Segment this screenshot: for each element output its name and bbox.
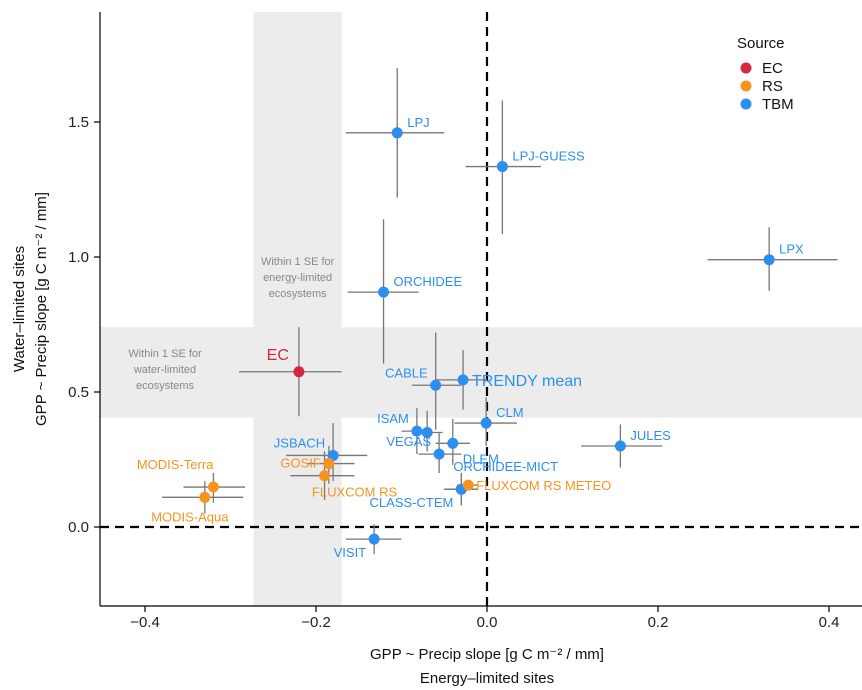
data-point bbox=[199, 491, 211, 503]
point-label: VEGAS bbox=[386, 434, 431, 449]
x-tick-label: 0.0 bbox=[477, 614, 498, 631]
data-point bbox=[293, 366, 305, 378]
data-point bbox=[457, 374, 469, 386]
point-label: FLUXCOM RS bbox=[312, 485, 398, 500]
point-label: LPJ bbox=[407, 115, 429, 130]
data-point bbox=[327, 449, 339, 461]
shade-label-energy: ecosystems bbox=[269, 288, 328, 300]
point-label: JULES bbox=[630, 428, 671, 443]
legend-label-tbm: TBM bbox=[762, 96, 794, 113]
data-point bbox=[378, 286, 390, 298]
legend-title: Source bbox=[737, 35, 785, 52]
shade-label-water: Within 1 SE for bbox=[128, 348, 202, 360]
point-label: CLASS-CTEM bbox=[370, 495, 454, 510]
axes: −0.4 −0.2 0.0 0.2 0.4 0.0 0.5 1.0 1.5 GPP ~ Preci… bbox=[11, 12, 862, 687]
point-label: EC bbox=[267, 347, 289, 364]
point-label: ISAM bbox=[377, 411, 409, 426]
data-point bbox=[323, 458, 335, 470]
point-label: TRENDY mean bbox=[472, 373, 582, 390]
x-tick-label: 0.4 bbox=[819, 614, 840, 631]
data-point bbox=[391, 127, 403, 139]
point-label: ORCHIDEE-MICT bbox=[453, 459, 558, 474]
data-point bbox=[763, 254, 775, 266]
shade-band-x bbox=[253, 12, 342, 606]
point-label: CABLE bbox=[385, 365, 428, 380]
y-tick-label: 0.5 bbox=[68, 384, 89, 401]
shade-label-energy: Within 1 SE for bbox=[261, 256, 335, 268]
y-tick-label: 1.5 bbox=[68, 114, 89, 131]
point-label: FLUXCOM RS METEO bbox=[476, 478, 611, 493]
point-label: CLM bbox=[496, 405, 523, 420]
data-point bbox=[411, 425, 423, 437]
point-label: LPJ-GUESS bbox=[512, 149, 585, 164]
reference-lines bbox=[100, 12, 862, 606]
data-point bbox=[421, 427, 433, 438]
legend-swatch-rs bbox=[740, 80, 752, 92]
point-label: GOSIF bbox=[280, 456, 321, 471]
x-axis-subtitle: Energy–limited sites bbox=[420, 670, 554, 687]
x-axis-title: GPP ~ Precip slope [g C m⁻² / mm] bbox=[370, 646, 604, 663]
shade-label-energy: energy-limited bbox=[263, 272, 332, 284]
shade-label-water: water-limited bbox=[133, 364, 196, 376]
shaded-bands: Within 1 SE for energy-limited ecosystems W… bbox=[100, 12, 862, 606]
point-label: ORCHIDEE bbox=[394, 274, 463, 289]
data-point bbox=[433, 448, 445, 460]
legend-swatch-ec bbox=[740, 62, 752, 74]
data-point bbox=[462, 479, 474, 491]
point-label: JSBACH bbox=[274, 435, 325, 450]
shade-band-y bbox=[100, 327, 862, 418]
point-labels: EC LPJ LPJ-GUESS LPX ORCHIDEE CABLE TRENDY mea… bbox=[137, 115, 804, 560]
data-point bbox=[447, 437, 459, 449]
data-points bbox=[199, 127, 775, 545]
data-point bbox=[480, 417, 492, 429]
point-label: DLEM bbox=[463, 451, 499, 466]
y-tick-label: 1.0 bbox=[68, 249, 89, 266]
legend-label-rs: RS bbox=[762, 78, 783, 95]
shade-label-water: ecosystems bbox=[136, 380, 195, 392]
x-tick-label: 0.2 bbox=[648, 614, 669, 631]
point-label: MODIS-Terra bbox=[137, 457, 214, 472]
x-tick-label: −0.2 bbox=[301, 614, 331, 631]
y-tick-label: 0.0 bbox=[68, 519, 89, 536]
y-axis-subtitle: Water–limited sites bbox=[11, 246, 28, 372]
data-point bbox=[614, 440, 626, 452]
data-point bbox=[430, 379, 442, 391]
data-point bbox=[319, 470, 331, 482]
data-point bbox=[368, 533, 380, 545]
x-tick-label: −0.4 bbox=[130, 614, 160, 631]
point-label: MODIS-Aqua bbox=[151, 509, 229, 524]
point-label: VISIT bbox=[334, 545, 367, 560]
point-label: LPX bbox=[779, 242, 804, 257]
legend-swatch-tbm bbox=[740, 98, 752, 110]
data-point bbox=[207, 481, 219, 493]
legend-label-ec: EC bbox=[762, 60, 783, 77]
data-point bbox=[496, 161, 508, 173]
y-axis-title: GPP ~ Precip slope [g C m⁻² / mm] bbox=[33, 192, 50, 426]
